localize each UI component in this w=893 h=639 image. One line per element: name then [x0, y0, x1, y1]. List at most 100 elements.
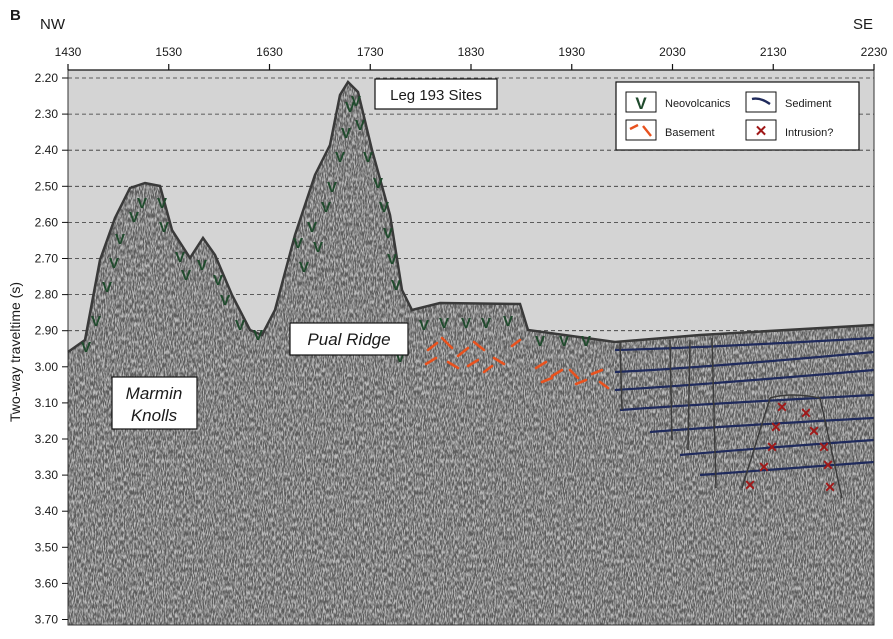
- basement-symbol: [456, 346, 470, 358]
- basement-symbol: [492, 356, 506, 366]
- neovolcanics-symbol: V: [235, 317, 245, 334]
- neovolcanics-symbol: V: [293, 235, 303, 252]
- neovolcanics-symbol: V: [503, 313, 513, 330]
- basement-symbol: [540, 376, 554, 384]
- x-axis-ticks: 1430 1530 1630 1730 1830 1930 2030 2130 2230: [55, 45, 888, 70]
- sediment-layers: [614, 336, 875, 477]
- pual-ridge-text: Pual Ridge: [307, 330, 390, 349]
- intrusion-symbol: ✕: [808, 423, 820, 439]
- neovolcanics-symbol: V: [559, 333, 569, 350]
- y-tick-label: 3.70: [35, 613, 59, 627]
- seafloor-outline: [67, 79, 875, 354]
- neovolcanics-symbol: V: [102, 279, 112, 296]
- basement-symbol: [446, 360, 460, 370]
- neovolcanics-symbol: V: [387, 251, 397, 268]
- intrusion-symbol: ✕: [776, 399, 788, 415]
- basement-symbol: [510, 338, 522, 348]
- legend-basement-label: Basement: [665, 127, 715, 139]
- neovolcanics-symbol: V: [175, 249, 185, 266]
- basement-symbol: [568, 368, 580, 380]
- neovolcanics-symbol: V: [439, 315, 449, 332]
- x-tick-label: 1930: [558, 45, 585, 59]
- x-tick-label: 1630: [256, 45, 283, 59]
- y-tick-label: 3.30: [35, 468, 59, 482]
- x-tick-label: 1430: [55, 45, 82, 59]
- intrusion-symbols: ✕ ✕✕ ✕✕ ✕✕ ✕✕ ✕: [744, 399, 836, 495]
- neovolcanics-symbol: V: [581, 333, 591, 350]
- neovolcanics-symbol: V: [481, 315, 491, 332]
- neovolcanics-symbol: V: [313, 239, 323, 256]
- neovolcanics-symbol: V: [81, 339, 91, 356]
- y-tick-label: 2.80: [35, 288, 59, 302]
- title-box-text: Leg 193 Sites: [390, 87, 482, 104]
- y-tick-label: 3.60: [35, 576, 59, 590]
- direction-nw: NW: [40, 16, 66, 33]
- intrusion-symbol: ✕: [824, 479, 836, 495]
- neovolcanics-symbol: V: [91, 313, 101, 330]
- basement-symbols: [424, 336, 610, 390]
- legend-sediment-icon: [751, 97, 771, 105]
- legend-neovolcanics-label: Neovolcanics: [665, 98, 731, 110]
- legend-intrusion-label: Intrusion?: [785, 127, 833, 139]
- y-tick-label: 2.40: [35, 143, 59, 157]
- neovolcanics-symbol: V: [220, 292, 230, 309]
- marmin-knolls-line1: Marmin: [126, 384, 183, 403]
- basement-symbol: [482, 364, 494, 374]
- basement-symbol: [550, 368, 564, 378]
- neovolcanics-symbol: V: [419, 317, 429, 334]
- y-tick-label: 3.40: [35, 504, 59, 518]
- neovolcanics-symbol: V: [355, 117, 365, 134]
- neovolcanics-symbol: V: [213, 272, 223, 289]
- y-tick-label: 2.70: [35, 252, 59, 266]
- neovolcanics-symbol: V: [137, 195, 147, 212]
- x-tick-label: 1730: [357, 45, 384, 59]
- intrusion-symbol: ✕: [800, 405, 812, 421]
- neovolcanics-symbol: V: [373, 175, 383, 192]
- intrusion-symbol: ✕: [822, 457, 834, 473]
- neovolcanics-symbol: V: [307, 219, 317, 236]
- y-tick-label: 2.50: [35, 179, 59, 193]
- basement-symbol: [440, 336, 454, 350]
- neovolcanics-symbol: V: [321, 199, 331, 216]
- fault-lines: [619, 337, 843, 499]
- neovolcanics-symbol: V: [157, 195, 167, 212]
- x-tick-label: 2030: [659, 45, 686, 59]
- basement-symbol: [466, 358, 480, 368]
- y-tick-label: 3.50: [35, 540, 59, 554]
- y-tick-label: 2.60: [35, 215, 59, 229]
- marmin-knolls-box: [111, 376, 198, 430]
- basement-symbol: [534, 360, 548, 370]
- neovolcanics-symbol: V: [129, 209, 139, 226]
- y-tick-label: 3.10: [35, 396, 59, 410]
- intrusion-symbol: ✕: [758, 459, 770, 475]
- basement-symbol: [574, 378, 588, 386]
- y-tick-label: 2.90: [35, 324, 59, 338]
- direction-se: SE: [853, 16, 873, 33]
- neovolcanics-symbol: V: [379, 199, 389, 216]
- intrusion-symbol: ✕: [766, 439, 778, 455]
- legend-sediment-label: Sediment: [785, 98, 831, 110]
- neovolcanics-symbol: V: [341, 125, 351, 142]
- legend-basement-icon: [629, 123, 652, 137]
- neovolcanics-symbol: V: [535, 333, 545, 350]
- neovolcanics-symbol: V: [461, 315, 471, 332]
- y-tick-label: 3.20: [35, 432, 59, 446]
- x-tick-label: 2230: [861, 45, 888, 59]
- legend: V Neovolcanics Sediment Basement ✕ Intru…: [615, 81, 860, 151]
- neovolcanics-symbol: V: [109, 255, 119, 272]
- basement-symbol: [426, 341, 439, 352]
- neovolcanics-symbol: V: [335, 149, 345, 166]
- x-tick-label: 2130: [760, 45, 787, 59]
- x-tick-label: 1830: [458, 45, 485, 59]
- neovolcanics-symbol: V: [363, 149, 373, 166]
- neovolcanics-symbol: V: [253, 327, 263, 344]
- intrusion-symbol: ✕: [770, 419, 782, 435]
- basement-symbol: [590, 368, 604, 376]
- neovolcanics-symbol: V: [345, 99, 355, 116]
- neovolcanics-symbol: V: [181, 267, 191, 284]
- neovolcanics-symbol: V: [351, 93, 361, 110]
- pual-ridge-box: [289, 322, 409, 356]
- neovolcanics-symbol: V: [383, 225, 393, 242]
- y-axis-title: Two-way traveltime (s): [7, 282, 23, 422]
